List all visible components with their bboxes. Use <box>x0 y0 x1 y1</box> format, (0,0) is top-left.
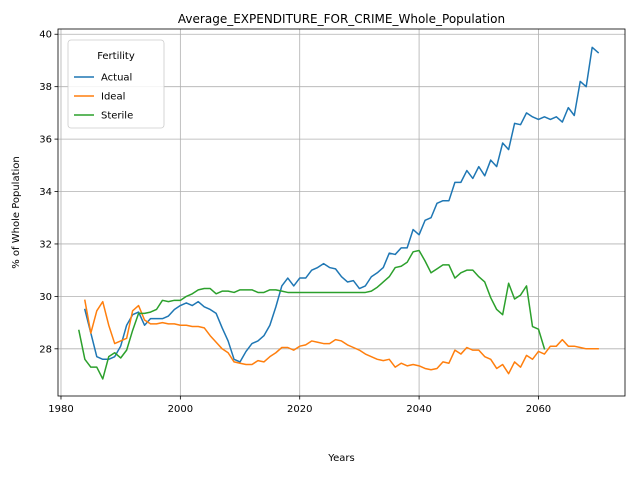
series-lines <box>78 46 600 380</box>
legend-items: Actual Ideal Sterile <box>74 73 133 122</box>
x-tick-label: 2020 <box>287 404 312 415</box>
y-tick-label: 36 <box>39 135 52 146</box>
axis-ticks: 1980 2000 2020 2040 2060 28 30 32 34 36 38 40 <box>39 30 551 415</box>
y-tick-label: 34 <box>39 187 52 198</box>
legend-label-actual: Actual <box>101 73 132 84</box>
y-tick-label: 32 <box>39 239 52 250</box>
series-line-sterile <box>78 249 546 380</box>
x-tick-label: 2040 <box>406 404 431 415</box>
legend-title: Fertility <box>97 51 135 62</box>
gridlines <box>58 29 625 396</box>
x-axis-label: Years <box>327 453 354 464</box>
y-tick-label: 38 <box>39 82 52 93</box>
y-tick-label: 28 <box>39 344 52 355</box>
plot-frame <box>57 28 626 397</box>
legend-label-sterile: Sterile <box>101 111 133 122</box>
series-line-ideal <box>83 299 599 375</box>
legend: Fertility Actual Ideal Sterile <box>67 39 165 129</box>
x-tick-label: 2060 <box>526 404 551 415</box>
x-tick-label: 1980 <box>48 404 73 415</box>
series-line-actual <box>83 46 600 363</box>
chart-title: Average_EXPENDITURE_FOR_CRIME_Whole_Popu… <box>178 12 505 26</box>
y-tick-label: 30 <box>39 292 52 303</box>
legend-label-ideal: Ideal <box>101 92 125 103</box>
y-tick-label: 40 <box>39 30 52 41</box>
y-axis-label: % of Whole Population <box>11 156 22 269</box>
x-tick-label: 2000 <box>168 404 193 415</box>
legend-box <box>67 39 165 129</box>
